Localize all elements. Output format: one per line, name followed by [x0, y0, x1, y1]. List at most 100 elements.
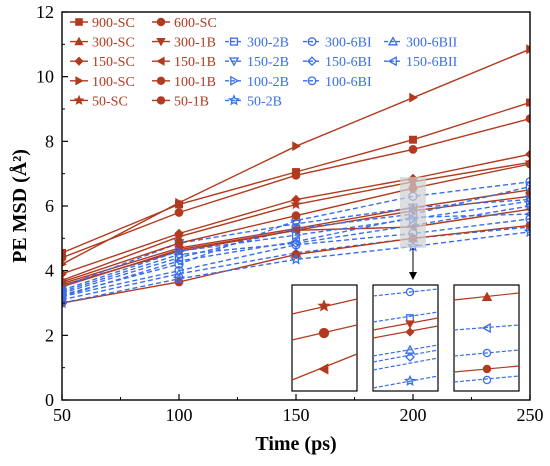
legend-label-150-1B: 150-1B	[174, 55, 216, 70]
legend-marker-150-6BI	[307, 56, 317, 67]
inset2-line-6	[372, 357, 439, 371]
data-point-50-SC-150	[290, 198, 302, 210]
data-point-100-2B-150	[291, 229, 302, 241]
legend-item-150-1B: 150-1B	[152, 55, 216, 70]
x-tick-label-150: 150	[283, 405, 310, 425]
legend-marker-150-6BII	[387, 56, 397, 67]
legend-item-50-1B: 50-1B	[152, 94, 209, 109]
data-point-300-6BI-250	[525, 177, 530, 187]
inset1-star-marker	[317, 299, 331, 312]
legend-marker-150-1B	[156, 56, 165, 66]
data-point-100-6BI-50	[62, 291, 67, 302]
highlight-region	[400, 176, 426, 249]
data-point-150-2B-250	[524, 195, 530, 206]
legend-marker-300-6BII	[387, 36, 399, 46]
zoom-insets	[291, 176, 520, 392]
inset3-line-4	[453, 375, 520, 383]
legend-item-100-SC: 100-SC	[70, 75, 135, 90]
x-tick-label-50: 50	[53, 405, 71, 425]
inset3-marker-b	[481, 322, 491, 334]
data-point-50-1B-150	[291, 211, 301, 221]
series-line-50-2B	[62, 231, 530, 304]
y-tick-label-0: 0	[45, 390, 54, 410]
y-tick-label-2: 2	[45, 325, 54, 345]
y-tick-label-10: 10	[36, 67, 54, 87]
inset2-line-5	[372, 349, 439, 363]
series-600-SC	[62, 114, 530, 263]
y-tick-label-8: 8	[45, 131, 54, 151]
inset3-marker-d	[482, 364, 492, 374]
series-line-100-2B	[62, 200, 530, 291]
legend-item-300-6BI: 300-6BI	[303, 36, 372, 51]
y-tick-label-6: 6	[45, 196, 54, 216]
inset1-circle-marker	[318, 327, 330, 339]
data-point-150-6BII-100	[173, 255, 184, 267]
data-point-50-2B-50	[62, 296, 69, 309]
legend-label-50-2B: 50-2B	[247, 94, 282, 109]
data-point-150-SC-250	[525, 149, 530, 160]
legend-label-100-SC: 100-SC	[92, 75, 135, 90]
legend: 900-SC 600-SC 300-SC 300-1B 300-2B 300-6BI 300…	[70, 16, 458, 109]
legend-label-100-2B: 100-2B	[247, 75, 289, 90]
legend-item-600-SC: 600-SC	[152, 16, 217, 31]
legend-marker-300-2B	[229, 37, 239, 46]
x-tick-label-100: 100	[166, 405, 193, 425]
legend-item-300-SC: 300-SC	[70, 36, 135, 51]
data-point-50-2B-250	[523, 225, 530, 238]
series-line-300-6BI	[62, 181, 530, 296]
legend-marker-900-SC	[75, 18, 83, 26]
legend-item-300-2B: 300-2B	[225, 36, 289, 51]
legend-label-900-SC: 900-SC	[92, 16, 135, 31]
y-axis-title: PE MSD (Å²)	[8, 149, 31, 263]
legend-label-50-SC: 50-SC	[92, 94, 128, 109]
legend-label-300-1B: 300-1B	[174, 36, 216, 51]
data-point-100-2B-250	[525, 195, 530, 207]
series-50-1B	[62, 159, 530, 287]
legend-marker-50-1B	[156, 96, 166, 105]
legend-item-900-SC: 900-SC	[70, 16, 135, 31]
data-point-600-SC-150	[291, 170, 301, 180]
x-axis-title: Time (ps)	[255, 433, 336, 455]
legend-label-300-2B: 300-2B	[247, 36, 289, 51]
legend-label-150-SC: 150-SC	[92, 55, 135, 70]
inset-box-2	[372, 284, 439, 392]
data-point-100-SC-250	[526, 44, 530, 55]
data-point-900-SC-200	[409, 135, 417, 144]
legend-label-600-SC: 600-SC	[174, 16, 217, 31]
legend-marker-150-SC	[74, 56, 84, 66]
inset2-marker-g	[403, 374, 417, 387]
data-point-50-2B-150	[289, 252, 303, 265]
inset2-line-0	[372, 288, 439, 297]
legend-marker-300-SC	[74, 36, 84, 46]
data-point-100-6BI-150	[291, 240, 301, 250]
inset2-line-1	[372, 311, 439, 323]
data-point-150-2B-50	[62, 282, 68, 293]
legend-item-100-6BI: 100-6BI	[303, 75, 372, 90]
data-point-600-SC-50	[62, 253, 67, 263]
legend-label-300-6BII: 300-6BII	[406, 36, 458, 51]
data-point-100-SC-200	[409, 92, 419, 103]
inset3-marker-e	[482, 375, 492, 385]
legend-item-150-6BI: 150-6BI	[303, 55, 372, 70]
data-point-150-2B-150	[290, 219, 302, 230]
data-point-150-SC-50	[62, 269, 67, 279]
zoom-arrowhead	[409, 272, 417, 280]
legend-marker-300-1B	[156, 38, 166, 47]
data-point-100-2B-100	[174, 245, 185, 257]
legend-label-300-6BI: 300-6BI	[325, 36, 372, 51]
data-point-100-SC-150	[292, 141, 302, 152]
series-line-150-2B	[62, 198, 530, 288]
data-point-300-SC-250	[525, 184, 530, 194]
legend-item-150-SC: 150-SC	[70, 55, 135, 70]
legend-marker-100-6BI	[307, 76, 317, 86]
legend-label-100-1B: 100-1B	[174, 75, 216, 90]
legend-item-150-6BII: 150-6BII	[384, 55, 458, 70]
legend-marker-300-6BI	[307, 37, 317, 47]
legend-marker-100-2B	[230, 75, 240, 86]
series-line-100-6BI	[62, 218, 530, 298]
legend-label-150-6BII: 150-6BII	[406, 55, 458, 70]
legend-item-50-2B: 50-2B	[225, 94, 282, 109]
legend-marker-100-1B	[156, 76, 166, 85]
legend-label-150-6BI: 150-6BI	[325, 55, 372, 70]
